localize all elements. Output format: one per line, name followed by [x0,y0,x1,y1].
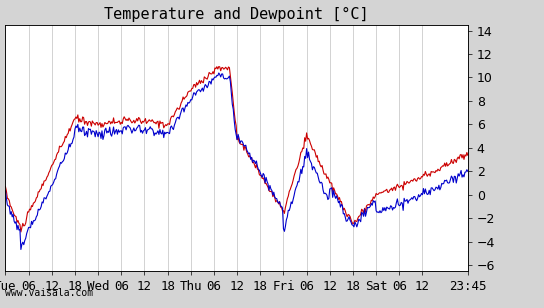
Text: www.vaisala.com: www.vaisala.com [5,288,94,298]
Title: Temperature and Dewpoint [°C]: Temperature and Dewpoint [°C] [104,7,369,22]
